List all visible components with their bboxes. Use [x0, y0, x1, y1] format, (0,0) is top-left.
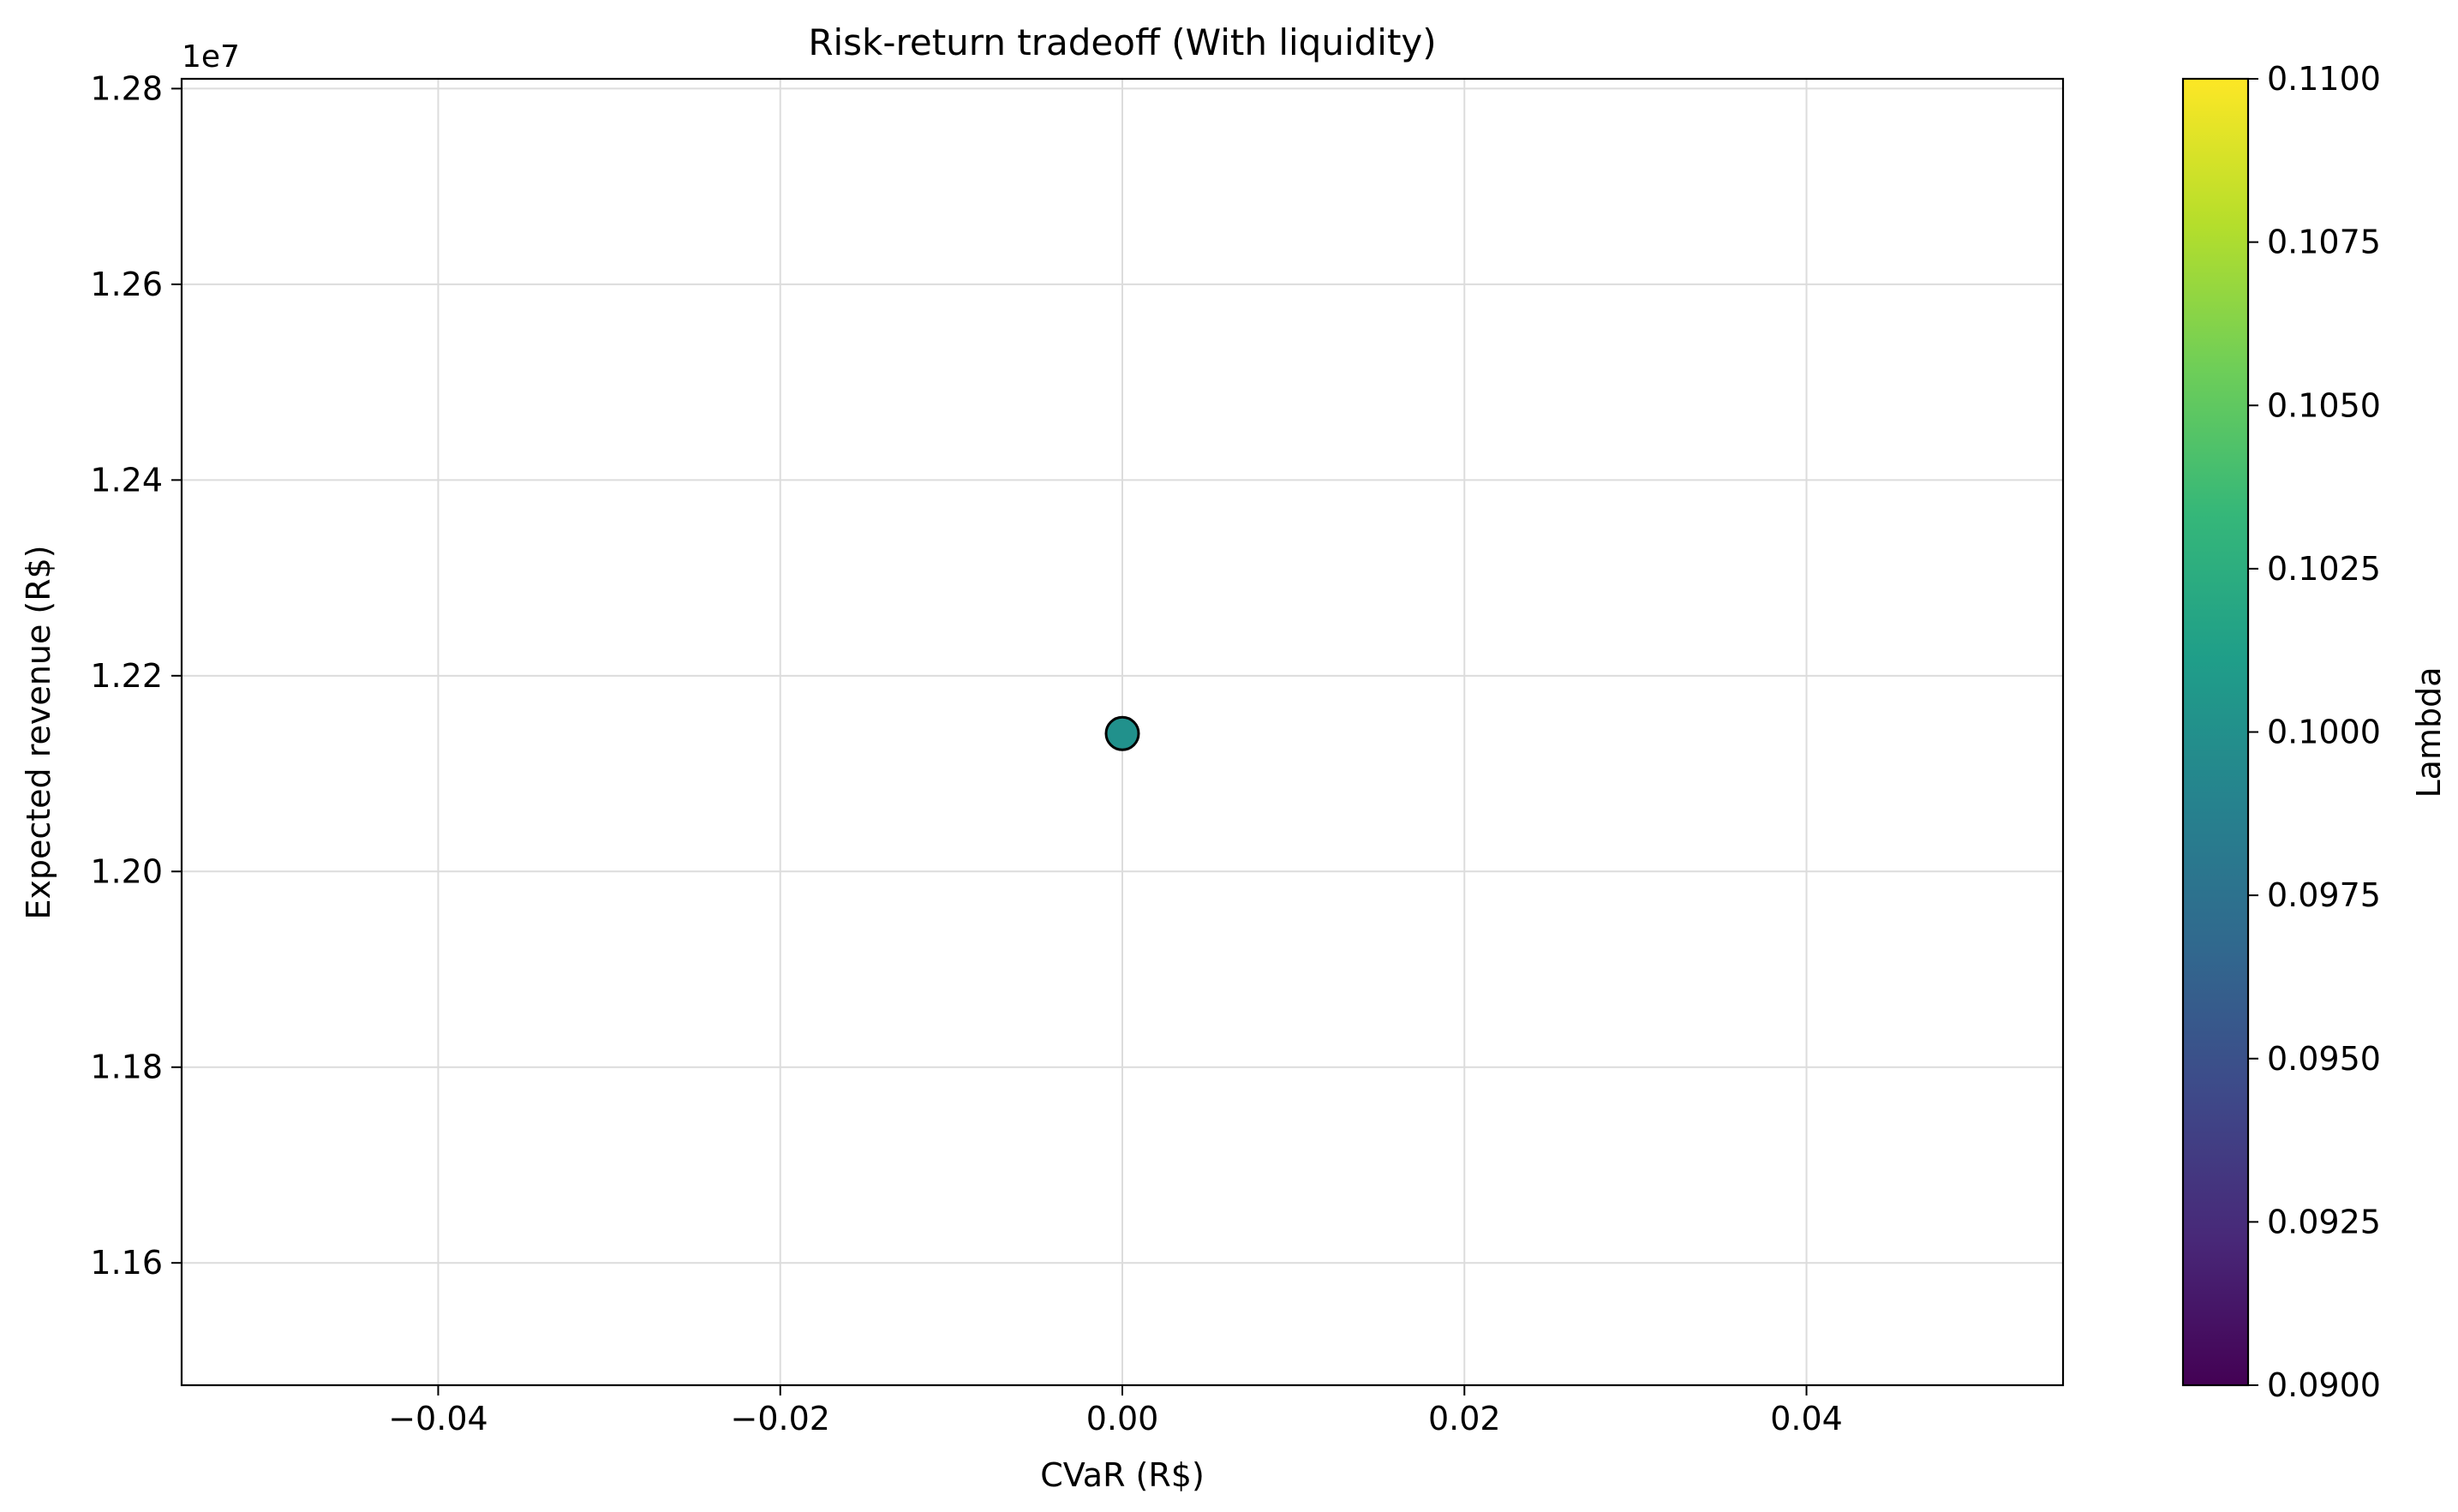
colorbar-tick-label: 0.0950 — [2267, 1040, 2381, 1078]
y-tick-label: 1.16 — [90, 1244, 163, 1282]
y-tick-label: 1.22 — [90, 657, 163, 695]
x-axis-label: CVaR (R$) — [1040, 1456, 1205, 1494]
colorbar-label: Lambda — [2410, 666, 2448, 798]
x-axis-ticks: −0.04 −0.02 0.00 0.02 0.04 — [388, 1385, 1843, 1437]
y-offset-label: 1e7 — [182, 39, 240, 75]
chart-title: Risk-return tradeoff (With liquidity) — [808, 21, 1436, 63]
colorbar-gradient — [2183, 79, 2248, 1385]
colorbar: 0.0900 0.0925 0.0950 0.0975 0.1000 0.1025 0.10… — [2181, 60, 2448, 1404]
colorbar-tick-label: 0.1075 — [2267, 224, 2381, 261]
colorbar-tick-label: 0.0925 — [2267, 1203, 2381, 1240]
colorbar-tick-label: 0.0975 — [2267, 876, 2381, 914]
colorbar-tick-label: 0.1025 — [2267, 550, 2381, 588]
y-tick-label: 1.28 — [90, 69, 163, 107]
scatter-point — [1104, 715, 1140, 751]
colorbar-tick-label: 0.0900 — [2267, 1366, 2381, 1404]
colorbar-tick-label: 0.1100 — [2267, 60, 2381, 98]
x-tick-label: 0.04 — [1770, 1400, 1843, 1437]
x-tick-label: 0.02 — [1428, 1400, 1501, 1437]
grid-lines — [182, 79, 2063, 1385]
x-tick-label: −0.04 — [388, 1400, 487, 1437]
scatter-points — [1104, 715, 1140, 751]
colorbar-ticks: 0.0900 0.0925 0.0950 0.0975 0.1000 0.1025 0.10… — [2248, 60, 2381, 1404]
y-axis-ticks: 1.16 1.18 1.20 1.22 1.24 1.26 1.28 — [90, 69, 182, 1282]
colorbar-tick-label: 0.1050 — [2267, 386, 2381, 424]
y-axis-label: Expected revenue (R$) — [20, 545, 57, 919]
x-tick-label: −0.02 — [731, 1400, 830, 1437]
y-tick-label: 1.18 — [90, 1049, 163, 1086]
y-tick-label: 1.24 — [90, 461, 163, 499]
colorbar-tick-label: 0.1000 — [2267, 714, 2381, 751]
x-tick-label: 0.00 — [1086, 1400, 1159, 1437]
y-tick-label: 1.20 — [90, 852, 163, 890]
y-tick-label: 1.26 — [90, 266, 163, 303]
